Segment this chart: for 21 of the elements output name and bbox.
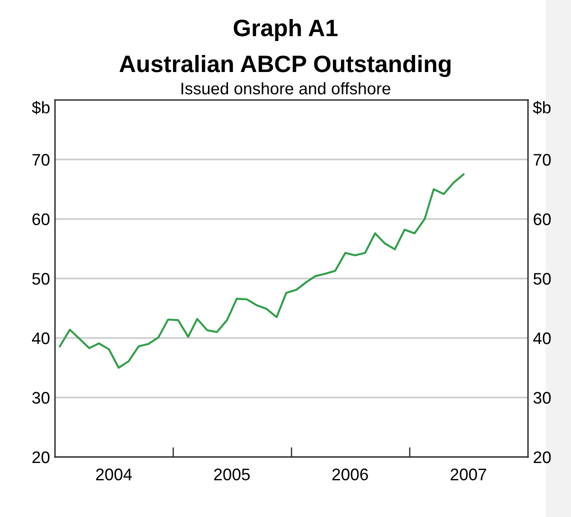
y2-tick-label: 50 [534,272,551,285]
y2-tick-label: 70 [534,154,551,166]
chart-subtitle: Issued onshore and offshore [182,82,390,94]
y2-tick-label: 60 [534,213,551,226]
x-tick-label: 2006 [332,468,368,480]
y2-tick-label: 40 [533,332,551,344]
line-series [58,173,465,369]
y-axis-title: $b [32,100,50,114]
y-tick-label: 50 [32,272,50,285]
chart-title: Graph A1 Australian ABCP Outstanding [119,18,451,78]
y-tick-label: 30 [32,392,50,404]
y-tick-label: 40 [32,332,50,344]
y2-axis-title: $b [532,100,551,114]
x-tick-label: 2004 [96,468,132,480]
y-tick-label: 60 [32,213,50,226]
x-tick-label: 2007 [450,468,486,480]
y2-tick-label: 20 [534,451,551,464]
x-tick-label: 2005 [214,468,250,480]
y2-tick-label: 30 [533,392,551,404]
y-tick-label: 70 [32,154,50,166]
y-tick-label: 20 [32,451,50,464]
